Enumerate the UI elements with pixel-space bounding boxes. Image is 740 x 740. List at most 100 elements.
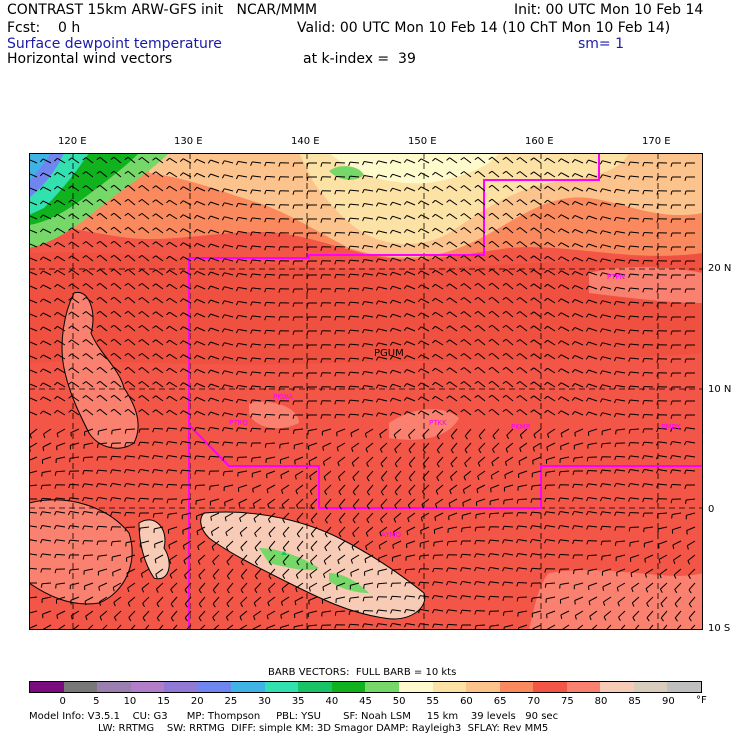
wind-barb	[101, 624, 108, 630]
wind-barb-flag	[516, 241, 521, 245]
wind-barb-flag	[124, 352, 129, 357]
wind-barb-flag	[390, 609, 393, 614]
wind-barb	[169, 395, 178, 402]
wind-barb-flag	[543, 525, 547, 530]
wind-barb-flag	[320, 316, 323, 321]
wind-barb-flag	[226, 603, 230, 608]
wind-barb-flag	[589, 616, 592, 621]
wind-barb-flag	[628, 469, 631, 474]
wind-barb-flag	[674, 617, 678, 622]
wind-barb	[560, 525, 570, 528]
wind-barb	[408, 470, 416, 479]
wind-barb-flag	[585, 201, 589, 206]
wind-barb	[252, 456, 262, 459]
wind-barb-flag	[544, 199, 548, 204]
wind-barb	[504, 552, 514, 556]
wind-barb-flag	[417, 200, 422, 205]
wind-barb-flag	[348, 301, 351, 306]
wind-barb-flag	[96, 469, 99, 474]
wind-barb	[602, 370, 612, 374]
wind-barb-flag	[477, 475, 480, 481]
wind-barb	[182, 186, 192, 192]
wind-barb	[643, 176, 654, 178]
wind-barb-flag	[530, 582, 533, 588]
wind-barb	[210, 285, 220, 290]
wind-barb-flag	[533, 434, 536, 439]
wind-barb-flag	[337, 546, 341, 551]
wind-barb	[532, 624, 542, 630]
wind-barb	[406, 355, 416, 360]
wind-barb	[42, 610, 52, 615]
wind-barb-flag	[546, 446, 549, 451]
wind-barb-flag	[436, 463, 440, 468]
wind-barb	[349, 399, 360, 402]
wind-barb	[42, 200, 52, 206]
wind-barb-flag	[656, 246, 659, 251]
wind-barb	[338, 540, 346, 548]
wind-barb	[378, 230, 388, 234]
wind-barb-flag	[460, 595, 463, 600]
wind-barb-flag	[68, 381, 72, 385]
wind-barb-flag	[392, 544, 394, 549]
wind-barb	[210, 397, 220, 402]
wind-barb-flag	[250, 161, 253, 166]
wind-barb-flag	[474, 408, 479, 413]
wind-barb-flag	[558, 497, 561, 502]
wind-barb-flag	[418, 595, 421, 600]
wind-barb-flag	[221, 216, 225, 221]
wind-barb	[308, 596, 318, 601]
wind-barb	[196, 158, 206, 164]
wind-barb-flag	[348, 245, 351, 250]
wind-barb	[350, 428, 360, 434]
wind-barb-flag	[516, 185, 521, 189]
wind-barb-flag	[110, 526, 113, 531]
wind-barb-flag	[403, 187, 408, 191]
wind-barb-flag	[656, 232, 659, 237]
wind-barb	[265, 442, 276, 445]
wind-barb-flag	[281, 504, 285, 509]
wind-barb	[644, 526, 654, 529]
wind-barb-flag	[268, 533, 272, 538]
wind-barb-flag	[208, 456, 211, 461]
wind-barb-flag	[684, 484, 687, 489]
wind-barb-flag	[224, 517, 227, 522]
wind-barb-flag	[474, 156, 479, 161]
wind-barb	[56, 610, 66, 616]
wind-barb	[335, 204, 346, 206]
wind-barb	[616, 202, 626, 206]
wind-barb	[265, 329, 276, 332]
wind-barb	[310, 512, 318, 521]
wind-barb	[406, 540, 416, 545]
wind-barb-flag	[278, 162, 281, 167]
wind-barb-flag	[502, 596, 505, 601]
wind-barb	[224, 286, 234, 290]
wind-barb	[349, 217, 360, 220]
wind-barb	[70, 596, 80, 601]
wind-barb-flag	[110, 408, 115, 412]
wind-barb-flag	[96, 156, 101, 161]
wind-barb-flag	[166, 339, 170, 344]
wind-barb	[141, 353, 150, 360]
wind-barb	[393, 526, 402, 533]
wind-barb	[240, 554, 248, 563]
wind-barb-flag	[292, 316, 295, 321]
wind-barb-flag	[502, 338, 507, 343]
wind-barb	[170, 610, 178, 619]
wind-barb	[491, 366, 500, 374]
wind-barb-flag	[544, 485, 547, 490]
wind-barb	[83, 470, 94, 472]
wind-barb	[182, 526, 192, 531]
wind-barb-flag	[156, 603, 160, 608]
wind-barb	[265, 301, 276, 304]
wind-barb-flag	[557, 270, 562, 275]
wind-barb	[490, 498, 500, 502]
legend-swatch	[130, 682, 165, 692]
wind-barb	[533, 325, 542, 332]
wind-barb-flag	[448, 503, 451, 508]
wind-barb-flag	[278, 260, 281, 265]
wind-barb-flag	[334, 611, 337, 616]
wind-barb	[505, 310, 514, 318]
wind-barb	[547, 227, 556, 234]
wind-barb	[406, 609, 416, 612]
wind-barb-flag	[68, 227, 72, 231]
